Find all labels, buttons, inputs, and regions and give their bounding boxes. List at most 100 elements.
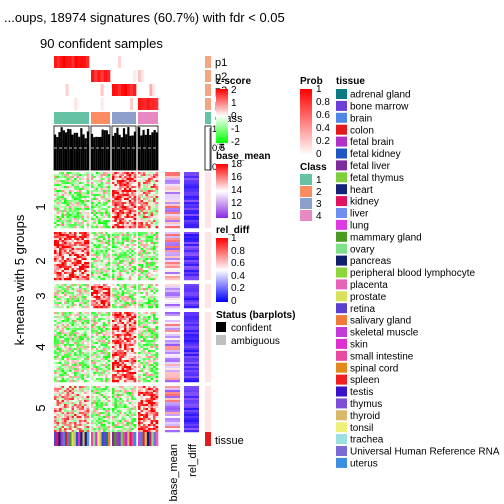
- heatmap-cell: [140, 232, 144, 235]
- heatmap-cell: [102, 350, 106, 353]
- heatmap-cell: [131, 426, 134, 429]
- heatmap-cell: [131, 252, 134, 255]
- heatmap-cell: [140, 324, 144, 327]
- heatmap-cell: [56, 340, 60, 343]
- heatmap-cell: [93, 398, 96, 401]
- heatmap-cell: [98, 388, 101, 391]
- heatmap-cell: [64, 322, 67, 325]
- heatmap-cell: [69, 314, 72, 317]
- heatmap-cell: [150, 402, 154, 405]
- heatmap-cell: [56, 346, 60, 349]
- heatmap-cell: [143, 324, 146, 327]
- heatmap-cell: [76, 216, 80, 219]
- heatmap-cell: [107, 288, 111, 291]
- heatmap-cell: [91, 274, 94, 277]
- heatmap-cell: [100, 234, 104, 237]
- heatmap-cell: [69, 284, 72, 287]
- heatmap-cell: [93, 368, 96, 371]
- heatmap-cell: [148, 360, 151, 363]
- heatmap-cell: [112, 240, 115, 243]
- prob-cell: [130, 70, 134, 82]
- prob-cell: [56, 70, 61, 82]
- heatmap-cell: [105, 356, 108, 359]
- heatmap-cell: [128, 288, 132, 291]
- heatmap-cell: [140, 256, 144, 259]
- heatmap-cell: [84, 266, 87, 269]
- heatmap-cell: [128, 202, 132, 205]
- heatmap-cell: [105, 222, 108, 225]
- heatmap-cell: [131, 302, 134, 305]
- heatmap-cell: [131, 270, 134, 273]
- heatmap-cell: [61, 252, 65, 255]
- heatmap-cell: [59, 224, 62, 227]
- heatmap-cell: [126, 372, 130, 375]
- heatmap-cell: [148, 368, 151, 371]
- heatmap-cell: [69, 184, 72, 187]
- heatmap-cell: [124, 344, 127, 347]
- heatmap-cell: [69, 300, 72, 303]
- heatmap-cell: [105, 206, 108, 209]
- heatmap-cell: [107, 270, 111, 273]
- heatmap-cell: [81, 390, 85, 393]
- heatmap-cell: [79, 256, 82, 259]
- heatmap-cell: [95, 296, 99, 299]
- heatmap-cell: [153, 232, 156, 235]
- heatmap-cell: [105, 348, 108, 351]
- heatmap-cell: [155, 274, 159, 277]
- heatmap-cell: [112, 396, 115, 399]
- heatmap-cell: [148, 200, 151, 203]
- heatmap-cell: [95, 350, 99, 353]
- heatmap-cell: [155, 302, 159, 305]
- heatmap-cell: [119, 292, 122, 295]
- heatmap-cell: [107, 272, 111, 275]
- heatmap-cell: [95, 326, 99, 329]
- heatmap-cell: [95, 196, 99, 199]
- heatmap-cell: [84, 326, 87, 329]
- heatmap-cell: [98, 232, 101, 235]
- heatmap-cell: [148, 316, 151, 319]
- heatmap-cell: [121, 298, 125, 301]
- heatmap-cell: [86, 174, 90, 177]
- heatmap-cell: [66, 420, 70, 423]
- heatmap-cell: [74, 342, 77, 345]
- heatmap-cell: [116, 420, 120, 423]
- heatmap-cell: [138, 356, 141, 359]
- heatmap-cell: [102, 270, 106, 273]
- heatmap-cell: [74, 196, 77, 199]
- heatmap-cell: [79, 368, 82, 371]
- prob-cell: [59, 56, 64, 68]
- heatmap-cell: [128, 196, 132, 199]
- heatmap-cell: [86, 366, 90, 369]
- heatmap-cell: [105, 406, 108, 409]
- heatmap-cell: [74, 390, 77, 393]
- heatmap-cell: [155, 386, 159, 389]
- heatmap-cell: [76, 426, 80, 429]
- heatmap-cell: [71, 188, 75, 191]
- heatmap-cell: [145, 352, 149, 355]
- silhouette-bar: [125, 134, 128, 170]
- heatmap-cell: [124, 374, 127, 377]
- heatmap-cell: [150, 260, 154, 263]
- heatmap-cell: [105, 328, 108, 331]
- heatmap-cell: [150, 274, 154, 277]
- heatmap-cell: [153, 370, 156, 373]
- heatmap-cell: [64, 184, 67, 187]
- heatmap-cell: [133, 402, 137, 405]
- heatmap-cell: [64, 342, 67, 345]
- heatmap-cell: [69, 244, 72, 247]
- heatmap-cell: [93, 214, 96, 217]
- heatmap-cell: [54, 396, 57, 399]
- heatmap-cell: [148, 206, 151, 209]
- heatmap-cell: [155, 402, 159, 405]
- heatmap-cell: [107, 190, 111, 193]
- heatmap-cell: [148, 244, 151, 247]
- heatmap-cell: [107, 262, 111, 265]
- heatmap-cell: [54, 404, 57, 407]
- heatmap-cell: [126, 370, 130, 373]
- heatmap-cell: [155, 278, 159, 281]
- heatmap-cell: [59, 264, 62, 267]
- heatmap-cell: [102, 290, 106, 293]
- heatmap-cell: [86, 238, 90, 241]
- heatmap-cell: [76, 204, 80, 207]
- heatmap-cell: [81, 324, 85, 327]
